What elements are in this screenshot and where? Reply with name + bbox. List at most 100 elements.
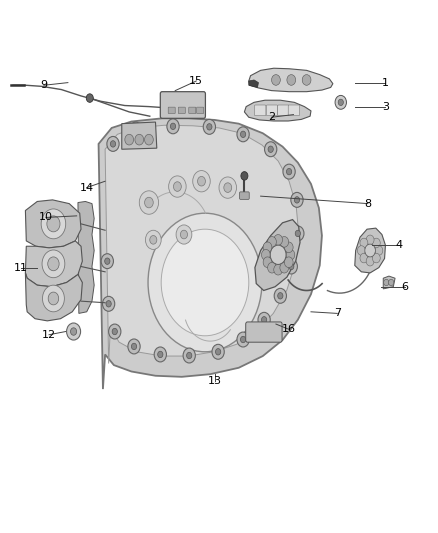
Circle shape: [241, 172, 248, 180]
Circle shape: [389, 279, 394, 286]
Circle shape: [302, 75, 311, 85]
Circle shape: [274, 288, 286, 303]
Polygon shape: [99, 118, 322, 389]
Text: 12: 12: [42, 330, 56, 340]
FancyBboxPatch shape: [168, 107, 175, 114]
Circle shape: [48, 292, 59, 305]
Circle shape: [47, 216, 60, 232]
Circle shape: [280, 237, 289, 247]
Circle shape: [366, 256, 374, 266]
Circle shape: [112, 328, 117, 335]
Circle shape: [161, 229, 249, 336]
Circle shape: [105, 258, 110, 264]
Circle shape: [272, 75, 280, 85]
Circle shape: [335, 95, 346, 109]
Polygon shape: [25, 273, 82, 321]
Circle shape: [261, 317, 267, 323]
FancyBboxPatch shape: [288, 105, 300, 116]
Circle shape: [110, 141, 116, 147]
FancyBboxPatch shape: [240, 192, 249, 199]
Circle shape: [135, 134, 144, 145]
Circle shape: [86, 94, 93, 102]
Text: 11: 11: [14, 263, 28, 272]
Circle shape: [48, 257, 59, 271]
FancyBboxPatch shape: [254, 105, 266, 116]
Circle shape: [284, 257, 293, 268]
Circle shape: [173, 182, 181, 191]
Circle shape: [289, 263, 294, 270]
Text: 15: 15: [189, 76, 203, 86]
Text: 1: 1: [382, 78, 389, 87]
Circle shape: [170, 123, 176, 130]
Circle shape: [284, 242, 293, 253]
Circle shape: [125, 134, 134, 145]
Text: 7: 7: [334, 309, 341, 318]
Circle shape: [263, 257, 272, 268]
Circle shape: [268, 146, 273, 152]
Text: 10: 10: [39, 213, 53, 222]
Polygon shape: [78, 201, 94, 313]
Circle shape: [286, 168, 292, 175]
Polygon shape: [122, 122, 157, 149]
Circle shape: [240, 336, 246, 343]
Circle shape: [176, 225, 192, 244]
Circle shape: [224, 183, 232, 192]
Circle shape: [270, 245, 286, 264]
Circle shape: [128, 339, 140, 354]
Circle shape: [154, 347, 166, 362]
Circle shape: [375, 246, 383, 255]
Circle shape: [372, 238, 380, 248]
Circle shape: [237, 127, 249, 142]
Polygon shape: [383, 276, 395, 289]
Circle shape: [198, 176, 205, 186]
Circle shape: [180, 230, 187, 239]
Circle shape: [258, 312, 270, 327]
Circle shape: [42, 250, 65, 278]
Circle shape: [131, 343, 137, 350]
Circle shape: [148, 213, 262, 352]
Circle shape: [203, 119, 215, 134]
FancyBboxPatch shape: [160, 92, 205, 118]
Circle shape: [285, 259, 297, 274]
Polygon shape: [25, 200, 81, 248]
Circle shape: [372, 253, 380, 263]
Circle shape: [294, 197, 300, 203]
Circle shape: [338, 99, 343, 106]
Circle shape: [274, 235, 283, 245]
Circle shape: [42, 285, 64, 312]
Circle shape: [263, 242, 272, 253]
Text: 14: 14: [80, 183, 94, 192]
Circle shape: [365, 244, 375, 257]
Circle shape: [212, 344, 224, 359]
Circle shape: [101, 254, 113, 269]
Circle shape: [169, 176, 186, 197]
Circle shape: [219, 177, 237, 198]
Circle shape: [357, 246, 365, 255]
Circle shape: [107, 136, 119, 151]
Circle shape: [292, 226, 304, 241]
FancyBboxPatch shape: [197, 107, 204, 114]
Circle shape: [291, 192, 303, 207]
Circle shape: [360, 253, 368, 263]
Circle shape: [265, 142, 277, 157]
Text: 2: 2: [268, 112, 275, 122]
Polygon shape: [105, 125, 299, 364]
Circle shape: [280, 262, 289, 273]
Circle shape: [150, 236, 157, 244]
FancyBboxPatch shape: [246, 322, 282, 342]
Circle shape: [67, 323, 81, 340]
Circle shape: [145, 197, 153, 208]
Circle shape: [145, 230, 161, 249]
Circle shape: [71, 328, 77, 335]
Circle shape: [240, 131, 246, 138]
Circle shape: [167, 119, 179, 134]
Circle shape: [109, 324, 121, 339]
Text: 16: 16: [282, 325, 296, 334]
Text: 9: 9: [40, 80, 47, 90]
Circle shape: [286, 249, 295, 260]
Circle shape: [158, 351, 163, 358]
Polygon shape: [25, 241, 82, 287]
Circle shape: [295, 230, 300, 237]
Text: 13: 13: [208, 376, 222, 386]
Text: 6: 6: [402, 282, 409, 292]
